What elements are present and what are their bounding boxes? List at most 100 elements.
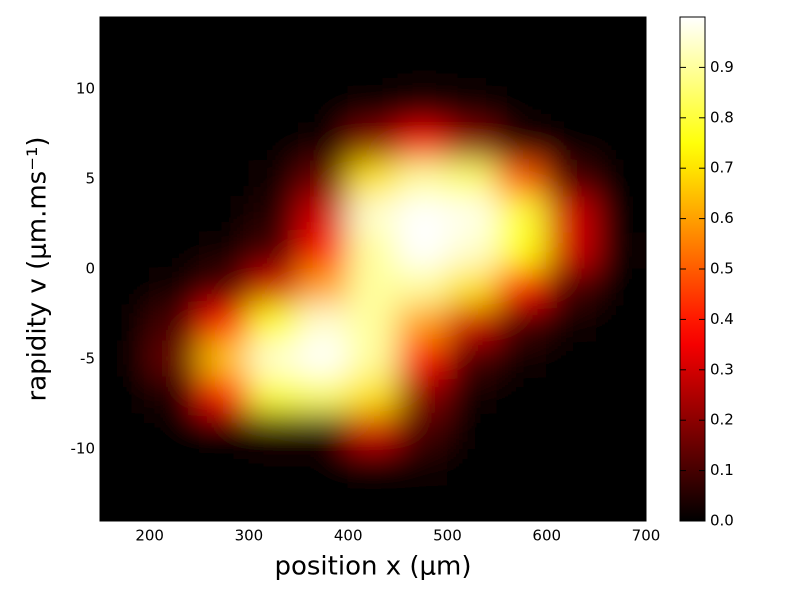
heatmap-cell xyxy=(298,484,349,521)
heatmap-cell xyxy=(298,52,349,90)
heatmap-cell xyxy=(546,268,597,306)
heatmap-cell xyxy=(298,340,349,378)
heatmap-cell xyxy=(446,88,498,126)
heatmap-cell xyxy=(298,232,349,270)
heatmap-cell xyxy=(496,340,548,378)
heatmap-cell xyxy=(546,304,597,342)
heatmap-cell xyxy=(397,160,448,198)
heatmap-cell xyxy=(347,196,399,234)
heatmap-cell xyxy=(546,232,597,270)
heatmap-cell xyxy=(347,17,399,54)
heatmap-cell xyxy=(546,52,597,90)
heatmap-cell xyxy=(595,88,646,126)
heatmap-cell xyxy=(149,412,200,450)
heatmap-cell xyxy=(100,268,151,306)
heatmap-cell xyxy=(595,52,646,90)
heatmap-cell xyxy=(248,412,300,450)
colorbar-tick-label: 0.1 xyxy=(710,461,734,479)
heatmap-cell xyxy=(149,232,200,270)
heatmap-cell xyxy=(446,196,498,234)
heatmap-cell xyxy=(595,124,646,162)
heatmap-cell xyxy=(446,268,498,306)
heatmap-cell xyxy=(496,304,548,342)
heatmap-cell xyxy=(298,376,349,414)
heatmap-cell xyxy=(149,88,200,126)
heatmap-cell xyxy=(446,340,498,378)
heatmap-cell xyxy=(347,304,399,342)
heatmap-cell xyxy=(347,124,399,162)
heatmap-cell xyxy=(546,484,597,521)
heatmap-cell xyxy=(397,52,448,90)
heatmap-cell xyxy=(198,412,250,450)
heatmap-cell xyxy=(298,412,349,450)
heatmap-cell xyxy=(100,124,151,162)
y-tick-label: -10 xyxy=(71,440,96,458)
heatmap-cell xyxy=(248,304,300,342)
heatmap-cell xyxy=(446,412,498,450)
heatmap-cell xyxy=(595,268,646,306)
heatmap-cell xyxy=(100,340,151,378)
heatmap-cell xyxy=(496,17,548,54)
heatmap-cell xyxy=(248,196,300,234)
heatmap-cell xyxy=(149,124,200,162)
x-tick-label: 600 xyxy=(532,527,561,545)
heatmap-cell xyxy=(298,196,349,234)
heatmap-cell xyxy=(248,376,300,414)
colorbar-tick-label: 0.2 xyxy=(710,411,734,429)
x-axis-label: position x (μm) xyxy=(274,552,471,582)
x-tick-label: 700 xyxy=(632,527,661,545)
colorbar-tick-label: 0.5 xyxy=(710,260,734,278)
heatmap-cell xyxy=(149,52,200,90)
heatmap-cell xyxy=(198,448,250,486)
heatmap-cell xyxy=(248,448,300,486)
heatmap-cell xyxy=(100,17,151,54)
heatmap-cell xyxy=(198,17,250,54)
heatmap-cell xyxy=(198,88,250,126)
heatmap-cell xyxy=(298,88,349,126)
heatmap-cell xyxy=(546,124,597,162)
heatmap-cell xyxy=(347,412,399,450)
heatmap-cell xyxy=(100,88,151,126)
heatmap-cell xyxy=(595,484,646,521)
colorbar-tick-label: 0.7 xyxy=(710,159,734,177)
heatmap-cell xyxy=(595,304,646,342)
heatmap-cell xyxy=(248,268,300,306)
heatmap-cell xyxy=(397,304,448,342)
heatmap-cell xyxy=(149,448,200,486)
colorbar-tick-label: 0.0 xyxy=(710,512,734,530)
heatmap-cell xyxy=(595,232,646,270)
heatmap-cell xyxy=(298,160,349,198)
heatmap-cells xyxy=(100,17,646,521)
heatmap-cell xyxy=(149,17,200,54)
colorbar-tick-label: 0.4 xyxy=(710,310,734,328)
heatmap-cell xyxy=(397,448,448,486)
y-tick-label: -5 xyxy=(80,350,95,368)
heatmap-cell xyxy=(100,448,151,486)
heatmap-cell xyxy=(446,376,498,414)
y-tick-label: 5 xyxy=(85,170,95,188)
heatmap-cell xyxy=(149,484,200,521)
heatmap-cell xyxy=(595,412,646,450)
heatmap-cell xyxy=(397,88,448,126)
heatmap-cell xyxy=(546,160,597,198)
heatmap-cell xyxy=(595,160,646,198)
heatmap-cell xyxy=(546,196,597,234)
heatmap-cell xyxy=(496,124,548,162)
heatmap-cell xyxy=(496,196,548,234)
heatmap-cell xyxy=(397,340,448,378)
heatmap-cell xyxy=(446,484,498,521)
heatmap-cell xyxy=(100,412,151,450)
heatmap-cell xyxy=(198,196,250,234)
heatmap-cell xyxy=(149,196,200,234)
heatmap-cell xyxy=(347,448,399,486)
colorbar-tick-label: 0.3 xyxy=(710,360,734,378)
heatmap-cell xyxy=(347,484,399,521)
heatmap-cell xyxy=(100,52,151,90)
heatmap-cell xyxy=(198,160,250,198)
heatmap-cell xyxy=(347,52,399,90)
heatmap-cell xyxy=(496,484,548,521)
heatmap-cell xyxy=(397,376,448,414)
heatmap-cell xyxy=(546,376,597,414)
heatmap-cell xyxy=(248,124,300,162)
heatmap-cell xyxy=(248,52,300,90)
